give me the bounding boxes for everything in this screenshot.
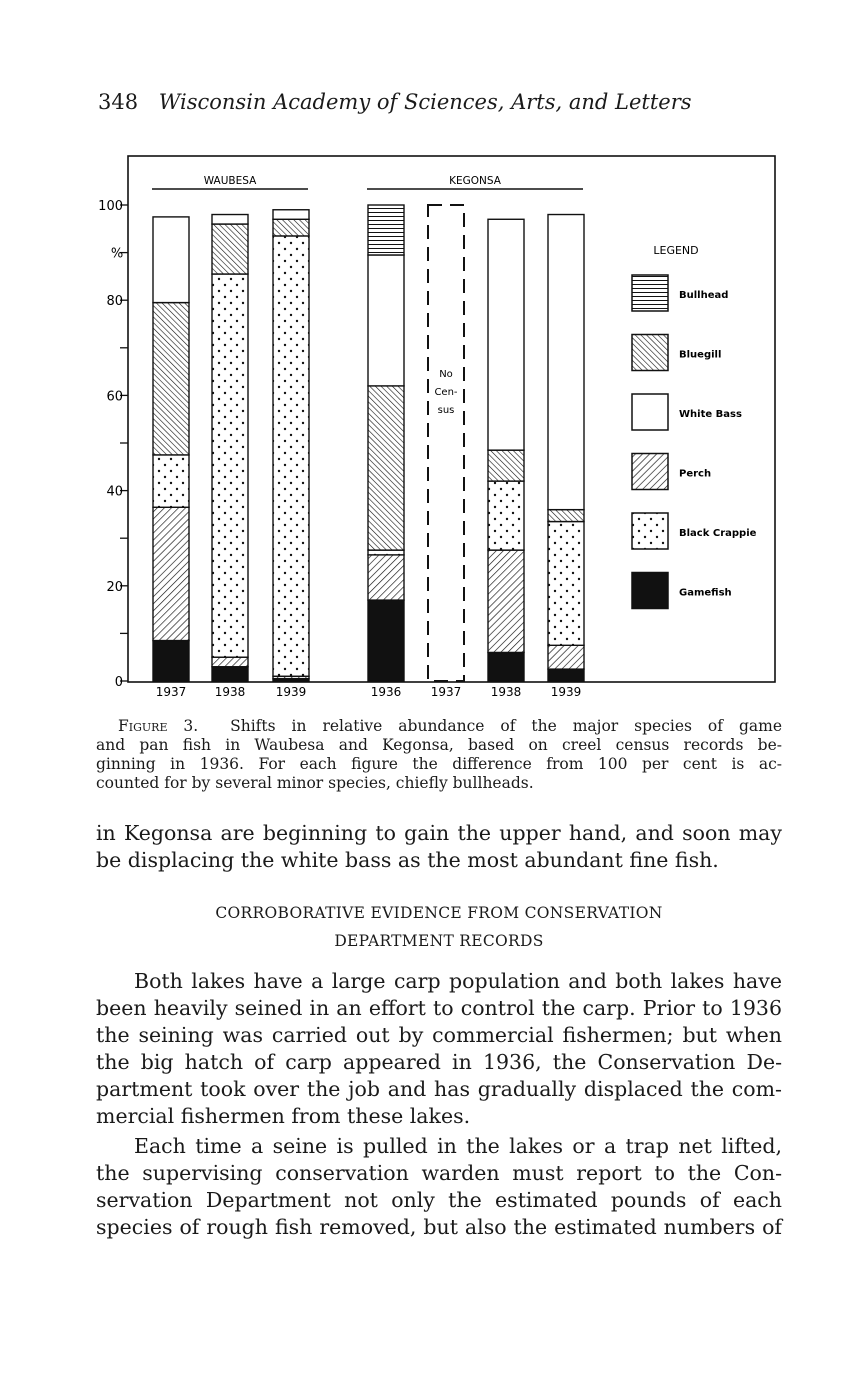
legend-swatch — [631, 393, 669, 431]
bar-segment-white-bass — [211, 213, 249, 225]
bar-segment-white-bass — [367, 254, 405, 387]
bar-segment-bluegill — [367, 385, 405, 551]
text-line: the supervising conservation warden must… — [96, 1161, 782, 1185]
legend-label: Gamefish — [679, 588, 732, 599]
caption-line: Figure 3. Shifts in relative abundance o… — [96, 717, 782, 736]
running-header: 348 Wisconsin Academy of Sciences, Arts,… — [98, 90, 692, 114]
bar-segment-black-crappie — [367, 549, 405, 556]
bar-segment-perch — [367, 554, 405, 601]
bar-segment-bluegill — [152, 301, 190, 456]
bar-segment-black-crappie — [547, 520, 585, 646]
paragraph: Both lakes have a large carp population … — [96, 968, 782, 1130]
bar-segment-bluegill — [211, 223, 249, 275]
bar-segment-black-crappie — [272, 235, 310, 677]
y-tick-label: 0 — [115, 675, 123, 690]
no-census-label: No — [439, 369, 453, 380]
figure-caption: Figure 3. Shifts in relative abundance o… — [96, 717, 782, 793]
bar-segment-black-crappie — [487, 480, 525, 551]
x-tick-label: 1939 — [276, 685, 307, 699]
legend-swatch — [631, 512, 669, 550]
x-tick-label: 1937 — [431, 685, 462, 699]
y-tick-label: 20 — [106, 580, 123, 595]
legend-swatch — [631, 333, 669, 372]
legend-swatch — [631, 452, 669, 491]
text-line: Both lakes have a large carp population … — [134, 969, 782, 993]
text-line: been heavily seined in an effort to cont… — [96, 996, 782, 1020]
y-tick-label: 80 — [106, 294, 123, 309]
y-tick-label: 60 — [106, 389, 123, 404]
caption-line: and pan fish in Waubesa and Kegonsa, bas… — [96, 736, 782, 754]
journal-title: Wisconsin Academy of Sciences, Arts, and… — [158, 90, 692, 114]
paragraph-continued: in Kegonsa are beginning to gain the upp… — [96, 820, 782, 874]
text-line: Each time a seine is pulled in the lakes… — [134, 1134, 782, 1158]
y-tick-label: 40 — [106, 485, 123, 500]
figure-3-chart: 0 20 40 60 80 100% WAUBESA KEGONSA 1937 1938 193… — [98, 155, 776, 699]
text-line: the seining was carried out by commercia… — [96, 1023, 782, 1047]
legend-title: LEGEND — [653, 244, 698, 257]
group-label: WAUBESA — [204, 175, 257, 187]
bar-segment-bluegill — [547, 508, 585, 523]
text-line: be displacing the white bass as the most… — [96, 848, 719, 872]
heading-line: DEPARTMENT RECORDS — [334, 932, 544, 950]
caption-label: Figure 3. — [118, 717, 199, 735]
bar-segment-white-bass — [547, 213, 585, 511]
no-census-bar — [427, 204, 465, 682]
text-line: mercial fishermen from these lakes. — [96, 1104, 471, 1128]
bar-segment-black-crappie — [152, 454, 190, 508]
text-line: species of rough fish removed, but also … — [96, 1215, 782, 1239]
legend-label: Black Crappie — [679, 528, 757, 539]
bar-segment-perch — [152, 506, 190, 642]
bar-segment-white-bass — [152, 216, 190, 304]
bar-segment-gamefish — [487, 651, 525, 682]
page-number: 348 — [98, 90, 139, 114]
section-heading: CORROBORATIVE EVIDENCE FROM CONSERVATION… — [96, 899, 782, 955]
x-tick-label: 1938 — [215, 685, 246, 699]
text-line: partment took over the job and has gradu… — [96, 1077, 782, 1101]
bar-segment-gamefish — [547, 668, 585, 682]
legend-swatch — [631, 571, 669, 610]
bar-segment-black-crappie — [211, 273, 249, 658]
bar-segment-gamefish — [211, 666, 249, 682]
group-label: KEGONSA — [449, 175, 502, 187]
bar-segment-white-bass — [487, 218, 525, 451]
bar-segment-gamefish — [367, 599, 405, 682]
y-tick-label: 100 — [98, 199, 123, 214]
caption-line: counted for by several minor species, ch… — [96, 774, 534, 792]
x-tick-label: 1936 — [371, 685, 402, 699]
bar-segment-perch — [547, 644, 585, 670]
bar-segment-bullhead — [367, 204, 405, 256]
legend-swatch — [631, 274, 669, 312]
y-axis-label: % — [111, 247, 123, 262]
bar-segment-gamefish — [152, 639, 190, 682]
x-tick-label: 1939 — [551, 685, 582, 699]
legend-label: Bullhead — [679, 290, 728, 301]
bar-segment-perch — [211, 656, 249, 668]
legend-label: Bluegill — [679, 350, 721, 361]
no-census-label: sus — [438, 405, 455, 416]
text-line: in Kegonsa are beginning to gain the upp… — [96, 821, 782, 845]
legend-label: White Bass — [679, 409, 742, 420]
bar-segment-perch — [487, 549, 525, 654]
legend-label: Perch — [679, 469, 711, 480]
bar-segment-bluegill — [272, 218, 310, 237]
x-tick-label: 1937 — [156, 685, 187, 699]
x-tick-label: 1938 — [491, 685, 522, 699]
paragraph: Each time a seine is pulled in the lakes… — [96, 1133, 782, 1241]
caption-text: Shifts in relative abundance of the majo… — [230, 717, 782, 735]
text-line: servation Department not only the estima… — [96, 1188, 782, 1212]
caption-line: ginning in 1936. For each figure the dif… — [96, 755, 782, 773]
chart-frame — [127, 155, 776, 683]
text-line: the big hatch of carp appeared in 1936, … — [96, 1050, 782, 1074]
bar-segment-bluegill — [487, 449, 525, 482]
no-census-label: Cen- — [434, 387, 457, 398]
heading-line: CORROBORATIVE EVIDENCE FROM CONSERVATION — [215, 904, 663, 922]
bar-segment-white-bass — [272, 209, 310, 220]
